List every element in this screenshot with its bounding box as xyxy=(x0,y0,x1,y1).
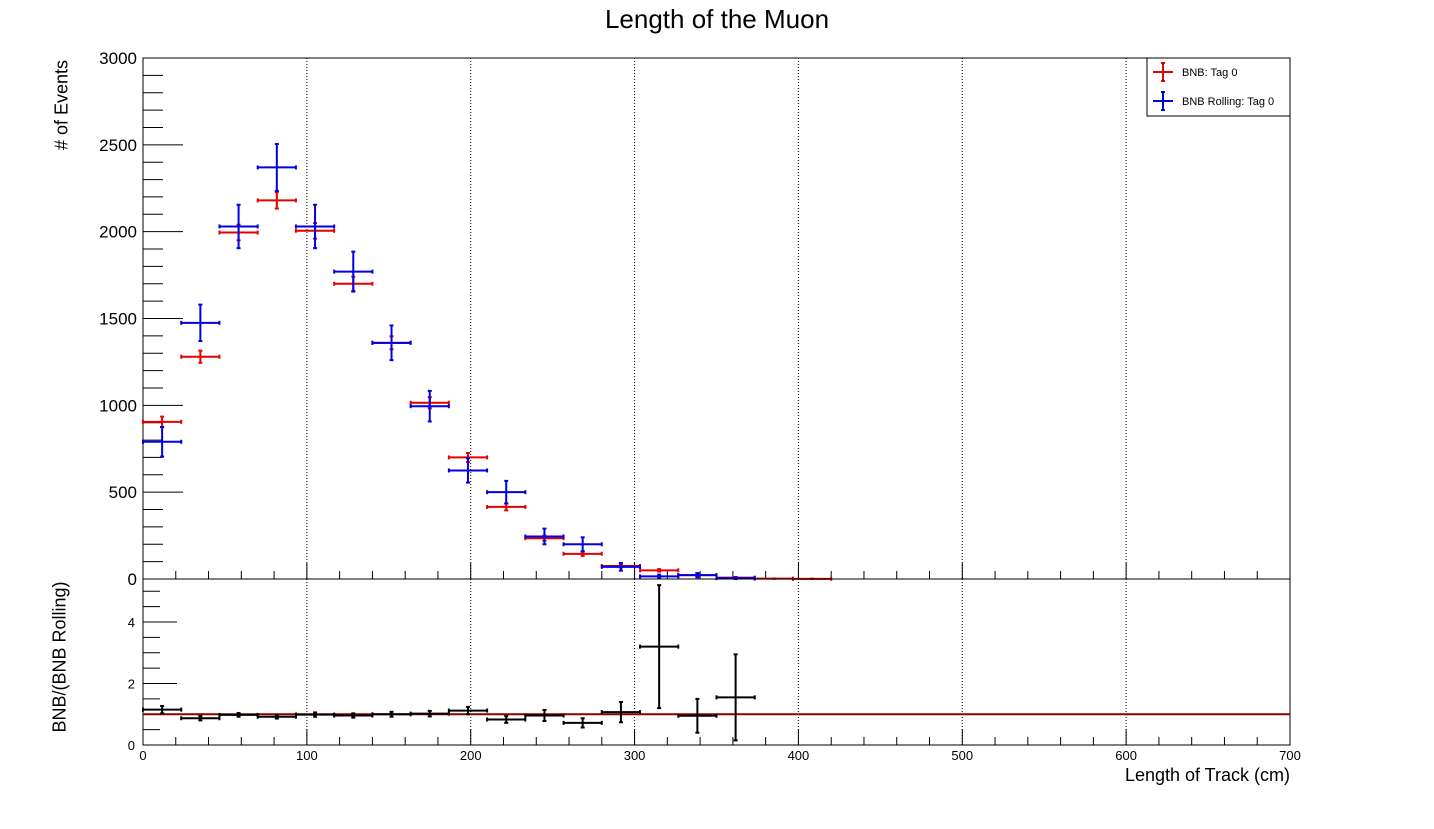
data-point xyxy=(562,717,603,729)
data-point xyxy=(256,191,297,210)
data-point xyxy=(180,303,221,343)
data-point xyxy=(371,710,412,718)
y-tick-label-bottom: 2 xyxy=(128,677,135,692)
data-point xyxy=(639,573,680,580)
data-point xyxy=(218,203,259,250)
data-point xyxy=(486,715,527,724)
data-point xyxy=(333,250,374,293)
y-axis-label-bottom: BNB/(BNB Rolling) xyxy=(49,581,70,733)
y-tick-label-top: 0 xyxy=(128,570,137,589)
data-point xyxy=(562,550,603,557)
y-tick-label-bottom: 0 xyxy=(128,738,135,753)
data-point xyxy=(142,426,183,458)
data-point xyxy=(486,502,527,512)
data-point xyxy=(677,572,718,579)
top-panel: 0 500 1000 1500 2000 2500 3000 xyxy=(99,49,1291,589)
data-point xyxy=(524,527,565,546)
data-point xyxy=(447,705,489,716)
data-point xyxy=(639,568,680,573)
data-point xyxy=(371,324,412,362)
x-tick-label: 600 xyxy=(1115,748,1137,763)
x-tick-label: 200 xyxy=(460,748,482,763)
data-point xyxy=(142,704,183,715)
legend-label: BNB: Tag 0 xyxy=(1182,67,1237,79)
x-tick-label: 0 xyxy=(139,748,146,763)
data-point xyxy=(256,713,297,720)
x-tick-label: 700 xyxy=(1279,748,1301,763)
x-tick-label: 400 xyxy=(788,748,810,763)
y-tick-label-top: 3000 xyxy=(99,49,137,68)
y-tick-label-top: 2500 xyxy=(99,136,137,155)
y-axis-label-top: # of Events xyxy=(51,59,72,151)
x-tick-label: 100 xyxy=(296,748,318,763)
data-point xyxy=(600,562,642,572)
y-tick-label-top: 1000 xyxy=(99,396,137,415)
y-tick-label-top: 2000 xyxy=(99,223,137,242)
data-point xyxy=(715,653,756,742)
data-point xyxy=(256,142,297,192)
data-point xyxy=(142,415,183,429)
data-point xyxy=(677,697,718,734)
bottom-plot-frame xyxy=(142,578,1291,746)
data-point xyxy=(486,479,527,505)
data-point xyxy=(409,709,450,718)
x-tick-label: 300 xyxy=(624,748,646,763)
series-ratio xyxy=(142,584,756,742)
legend: BNB: Tag 0 BNB Rolling: Tag 0 xyxy=(1146,57,1291,117)
series-1 xyxy=(142,142,756,581)
legend-label: BNB Rolling: Tag 0 xyxy=(1182,96,1274,108)
data-point xyxy=(294,203,336,250)
legend-box xyxy=(1146,57,1291,117)
y-tick-label-top: 500 xyxy=(109,483,137,502)
series-0 xyxy=(142,191,833,581)
data-point xyxy=(180,715,221,722)
top-plot-frame xyxy=(142,57,1291,580)
data-point xyxy=(524,708,565,723)
x-axis-label: Length of Track (cm) xyxy=(1124,765,1290,785)
data-point xyxy=(333,712,374,719)
y-tick-label-top: 1500 xyxy=(99,310,137,329)
chart-title: Length of the Muon xyxy=(604,4,830,34)
x-tick-label: 500 xyxy=(951,748,973,763)
data-point xyxy=(409,389,450,423)
data-point xyxy=(447,457,489,484)
data-point xyxy=(180,349,221,364)
bottom-panel: 0 2 4 0 100 200 300 400 500 600 700 xyxy=(128,578,1301,763)
data-point xyxy=(639,584,680,710)
y-tick-label-bottom: 4 xyxy=(128,615,135,630)
data-point xyxy=(294,711,336,718)
data-point xyxy=(600,700,642,724)
data-point xyxy=(562,536,603,553)
